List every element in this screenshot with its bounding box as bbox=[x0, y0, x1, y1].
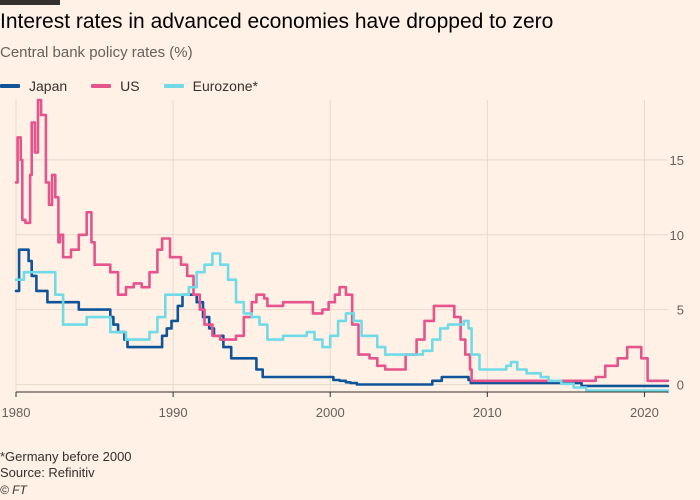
legend-swatch-eurozone bbox=[163, 84, 184, 88]
chart-subtitle: Central bank policy rates (%) bbox=[0, 44, 193, 61]
series-line-japan bbox=[14, 248, 670, 388]
x-tick-label-2010: 2010 bbox=[473, 405, 502, 420]
brand-bar bbox=[0, 0, 60, 5]
chart-title: Interest rates in advanced economies hav… bbox=[0, 10, 554, 33]
series-line-eurozone bbox=[14, 252, 670, 394]
legend-swatch-japan bbox=[0, 84, 20, 88]
x-tick-label-1980: 1980 bbox=[2, 405, 31, 420]
legend-label-japan: Japan bbox=[29, 78, 68, 94]
y-tick-label-5: 5 bbox=[677, 303, 684, 318]
legend-item-us: US bbox=[91, 78, 140, 94]
x-tick-label-2000: 2000 bbox=[316, 405, 345, 420]
legend-swatch-us bbox=[91, 84, 112, 88]
y-tick-label-10: 10 bbox=[670, 228, 684, 243]
legend-label-us: US bbox=[120, 78, 140, 94]
ft-credit: © FT bbox=[0, 483, 27, 497]
legend-item-eurozone: Eurozone* bbox=[163, 78, 258, 94]
footnote-germany: *Germany before 2000 bbox=[0, 449, 132, 464]
legend-label-eurozone: Eurozone* bbox=[192, 78, 258, 94]
line-chart: 0 5 10 15 1980 1990 2000 2010 2020 bbox=[2, 98, 684, 420]
series-line-us bbox=[14, 98, 670, 383]
source-note: Source: Refinitiv bbox=[0, 465, 95, 480]
x-tick-label-2020: 2020 bbox=[630, 405, 659, 420]
legend-item-japan: Japan bbox=[0, 78, 67, 94]
y-tick-label-0: 0 bbox=[677, 378, 684, 393]
y-tick-label-15: 15 bbox=[670, 153, 684, 168]
x-tick-label-1990: 1990 bbox=[159, 405, 188, 420]
legend: Japan US Eurozone* bbox=[0, 78, 282, 94]
